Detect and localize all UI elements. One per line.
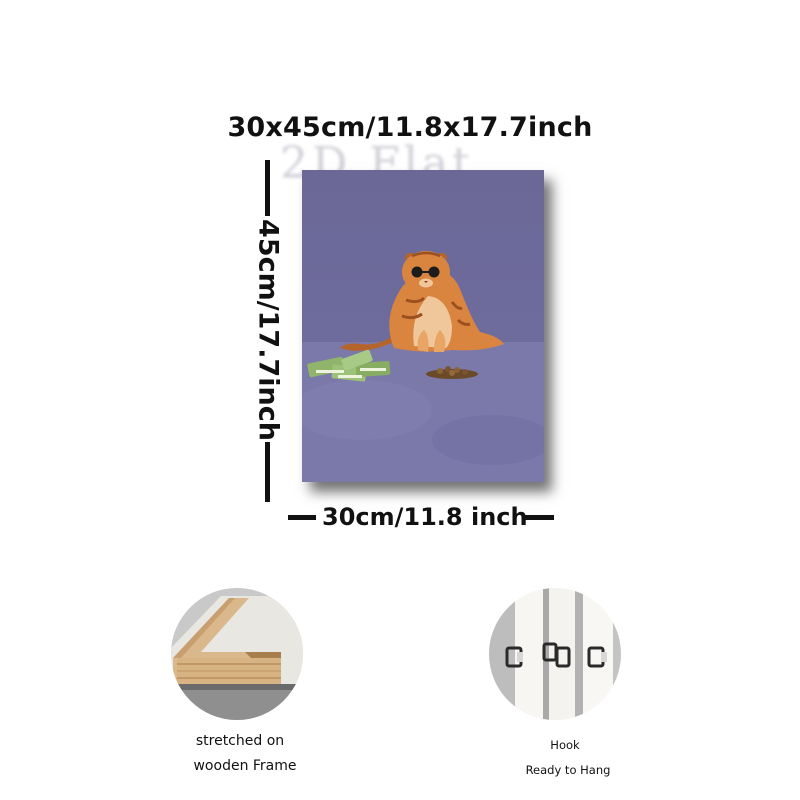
height-dimension-line-top: [265, 160, 270, 216]
wooden-frame-photo: [171, 588, 303, 720]
height-size-label: 45cm/17.7inch: [252, 219, 284, 441]
canvas-print: [302, 170, 544, 482]
width-size-label: 30cm/11.8 inch: [322, 503, 528, 531]
hook-icon: [489, 588, 621, 720]
wooden-frame-icon: [171, 588, 303, 720]
money-stacks: [307, 349, 391, 382]
artwork-cat-illustration: [302, 170, 544, 482]
overall-size-label: 30x45cm/11.8x17.7inch: [227, 112, 593, 143]
width-dimension-line-right: [522, 515, 554, 520]
width-dimension-line-left: [288, 515, 316, 520]
frame-caption-line-1: stretched on: [195, 733, 285, 749]
hook-photo: [489, 588, 621, 720]
hook-caption-line-1: Hook: [550, 738, 580, 752]
height-dimension-line-bottom: [265, 442, 270, 502]
frame-caption-line-2: wooden Frame: [193, 758, 297, 774]
hook-caption-line-2: Ready to Hang: [525, 763, 611, 777]
